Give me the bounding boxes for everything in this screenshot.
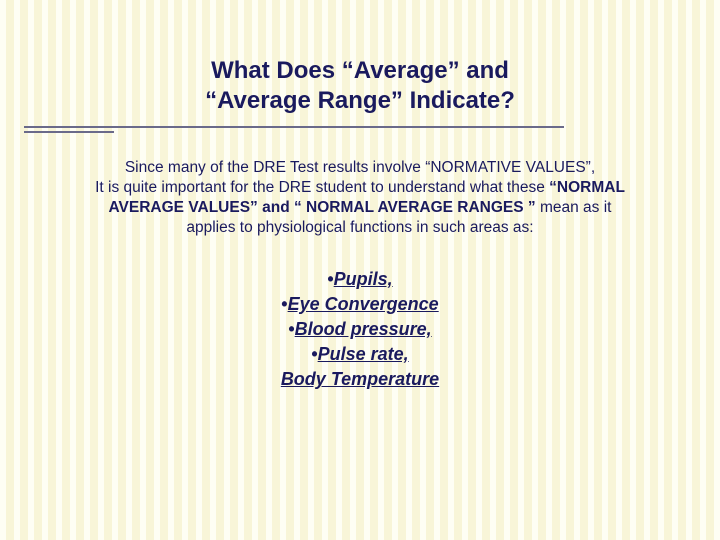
list-item-label: Pupils,: [334, 269, 393, 289]
slide-title: What Does “Average” and “Average Range” …: [0, 0, 720, 116]
list-item: •Blood pressure,: [0, 317, 720, 342]
list-item: •Eye Convergence: [0, 292, 720, 317]
divider-short: [24, 131, 114, 133]
list-item: •Pulse rate,: [0, 342, 720, 367]
body-paragraph: Since many of the DRE Test results invol…: [0, 158, 720, 239]
title-line-2: “Average Range” Indicate?: [120, 86, 600, 116]
list-item-last: Body Temperature: [0, 367, 720, 392]
list-item-label: Pulse rate,: [318, 344, 409, 364]
body-line-1: Since many of the DRE Test results invol…: [125, 159, 595, 176]
list-item: •Pupils,: [0, 267, 720, 292]
divider-long: [24, 126, 564, 128]
bullet-list: •Pupils, •Eye Convergence •Blood pressur…: [0, 267, 720, 393]
body-line-2a: It is quite important for the DRE studen…: [95, 179, 549, 196]
title-line-1: What Does “Average” and: [120, 56, 600, 86]
list-item-label: Eye Convergence: [288, 294, 439, 314]
list-item-label: Blood pressure,: [295, 319, 432, 339]
list-item-label: Body Temperature: [281, 369, 439, 389]
